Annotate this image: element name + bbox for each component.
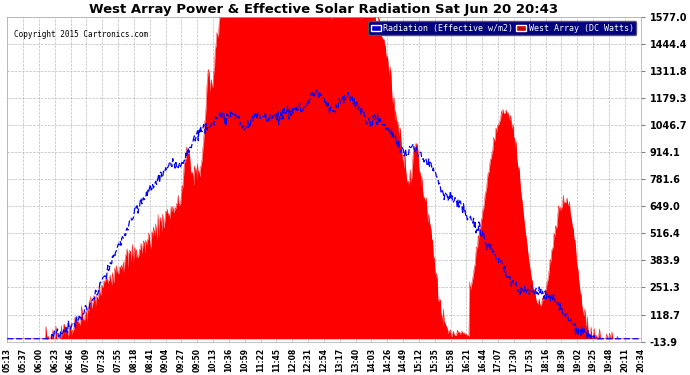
Title: West Array Power & Effective Solar Radiation Sat Jun 20 20:43: West Array Power & Effective Solar Radia… bbox=[90, 3, 558, 16]
Text: Copyright 2015 Cartronics.com: Copyright 2015 Cartronics.com bbox=[14, 30, 148, 39]
Legend: Radiation (Effective w/m2), West Array (DC Watts): Radiation (Effective w/m2), West Array (… bbox=[368, 21, 636, 35]
